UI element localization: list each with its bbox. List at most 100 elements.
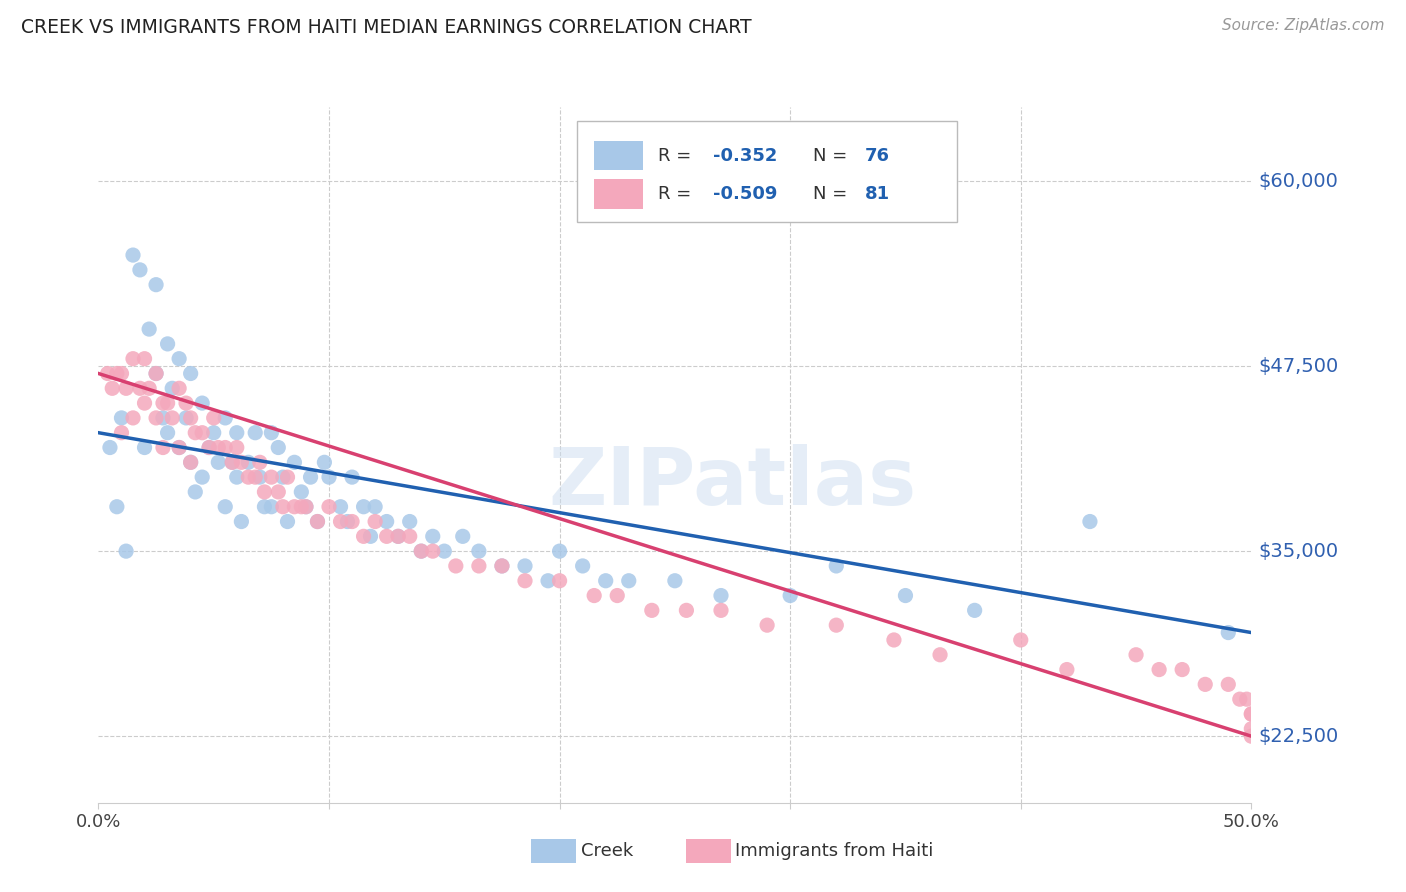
Point xyxy=(152,396,174,410)
Point xyxy=(167,441,190,455)
Point xyxy=(1240,729,1263,743)
Text: 81: 81 xyxy=(865,185,890,203)
Point xyxy=(122,351,145,366)
Point xyxy=(267,441,290,455)
Point xyxy=(595,574,617,588)
Point xyxy=(1194,677,1216,691)
Point xyxy=(548,544,571,558)
Point xyxy=(353,529,375,543)
Point xyxy=(167,441,190,455)
Text: $47,500: $47,500 xyxy=(1258,357,1339,376)
Point xyxy=(398,515,420,529)
Point xyxy=(617,574,640,588)
Point xyxy=(245,470,267,484)
Text: Source: ZipAtlas.com: Source: ZipAtlas.com xyxy=(1222,18,1385,33)
Point xyxy=(360,529,382,543)
Point xyxy=(145,367,167,381)
Point xyxy=(110,367,132,381)
Text: R =: R = xyxy=(658,147,696,165)
Point xyxy=(548,574,571,588)
Point xyxy=(202,411,225,425)
Point xyxy=(167,351,190,366)
Y-axis label: Median Earnings: Median Earnings xyxy=(0,380,8,530)
Point xyxy=(583,589,606,603)
Point xyxy=(97,367,120,381)
Point xyxy=(184,425,207,440)
Point xyxy=(929,648,952,662)
Point xyxy=(411,544,433,558)
Point xyxy=(513,558,536,573)
Point xyxy=(1147,663,1170,677)
Point xyxy=(307,515,329,529)
Point xyxy=(537,574,560,588)
Point xyxy=(225,470,247,484)
Point xyxy=(295,500,318,514)
Point xyxy=(283,455,305,469)
Point xyxy=(174,396,197,410)
Point xyxy=(1218,677,1240,691)
Point xyxy=(641,603,664,617)
Point xyxy=(283,500,305,514)
Point xyxy=(167,381,190,395)
Point xyxy=(825,618,848,632)
Point xyxy=(122,248,145,262)
Text: Immigrants from Haiti: Immigrants from Haiti xyxy=(735,842,934,860)
Point xyxy=(398,529,420,543)
Point xyxy=(145,411,167,425)
Point xyxy=(314,455,336,469)
Point xyxy=(387,529,409,543)
Text: -0.352: -0.352 xyxy=(713,147,778,165)
Point xyxy=(364,515,387,529)
Point xyxy=(191,425,214,440)
Text: N =: N = xyxy=(813,185,853,203)
Point xyxy=(238,470,260,484)
Point xyxy=(451,529,474,543)
Point xyxy=(290,500,312,514)
Point xyxy=(318,500,340,514)
Text: $22,500: $22,500 xyxy=(1258,727,1339,746)
Point xyxy=(710,589,733,603)
Point xyxy=(329,515,352,529)
Point xyxy=(221,455,243,469)
Point xyxy=(491,558,513,573)
Point xyxy=(160,381,183,395)
Point xyxy=(156,425,179,440)
Point xyxy=(202,425,225,440)
Point xyxy=(307,515,329,529)
Point xyxy=(468,558,491,573)
Point xyxy=(180,455,202,469)
Point xyxy=(387,529,409,543)
Text: 76: 76 xyxy=(865,147,890,165)
Point xyxy=(238,455,260,469)
Point xyxy=(1010,632,1032,647)
Point xyxy=(271,470,294,484)
Point xyxy=(101,381,124,395)
Point xyxy=(353,500,375,514)
Point xyxy=(134,441,156,455)
Point xyxy=(267,484,290,499)
Point xyxy=(491,558,513,573)
Point xyxy=(1125,648,1147,662)
Point xyxy=(129,381,152,395)
Point xyxy=(225,425,247,440)
Point xyxy=(145,367,167,381)
Point xyxy=(253,484,276,499)
Point xyxy=(180,367,202,381)
Point xyxy=(249,455,271,469)
Point xyxy=(1240,706,1263,721)
Point xyxy=(207,441,229,455)
Point xyxy=(779,589,801,603)
Point xyxy=(214,500,236,514)
Text: $60,000: $60,000 xyxy=(1258,171,1339,191)
Point xyxy=(375,529,398,543)
Point xyxy=(1240,706,1263,721)
FancyBboxPatch shape xyxy=(595,179,643,209)
Point xyxy=(1078,515,1101,529)
Text: ZIPatlas: ZIPatlas xyxy=(548,443,917,522)
Point xyxy=(340,515,363,529)
Point xyxy=(364,500,387,514)
Point xyxy=(318,470,340,484)
Point xyxy=(422,544,444,558)
Point xyxy=(231,455,253,469)
Point xyxy=(883,632,905,647)
